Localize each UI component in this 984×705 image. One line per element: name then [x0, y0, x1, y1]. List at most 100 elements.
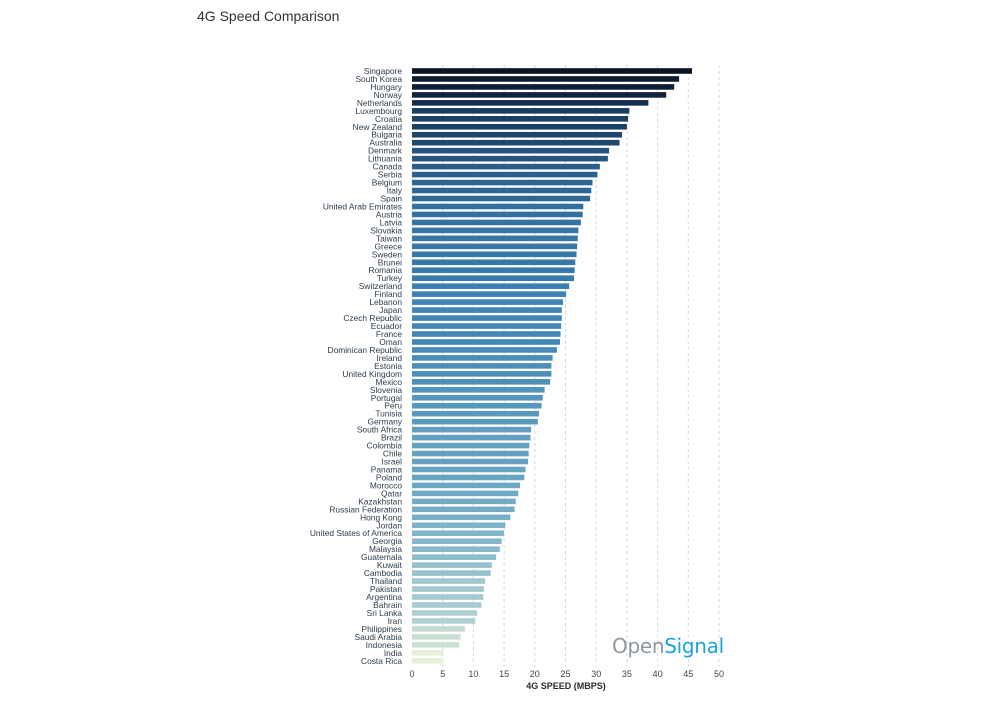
bar-ecuador: [412, 323, 562, 329]
bar-canada: [412, 163, 600, 170]
bar-czech-republic: [412, 315, 562, 321]
x-tick-20: 20: [530, 669, 540, 679]
bar-mexico: [412, 379, 551, 385]
label-sri-lanka: Sri Lanka: [367, 608, 403, 618]
bar-pakistan: [412, 586, 484, 592]
label-bulgaria: Bulgaria: [371, 130, 402, 140]
x-axis-title: 4G SPEED (MBPS): [526, 681, 606, 691]
bar-qatar: [412, 490, 519, 497]
label-greece: Greece: [375, 241, 403, 251]
label-tunisia: Tunisia: [375, 409, 402, 419]
bar-united-kingdom: [412, 371, 552, 377]
bar-italy: [412, 187, 592, 194]
label-south-korea: South Korea: [355, 74, 402, 84]
label-iran: Iran: [388, 616, 403, 626]
label-canada: Canada: [373, 162, 403, 172]
bar-norway: [412, 92, 667, 98]
label-hungary: Hungary: [370, 82, 402, 92]
bars-group: [412, 68, 692, 664]
bar-brazil: [412, 434, 531, 441]
x-tick-50: 50: [714, 669, 724, 679]
label-panama: Panama: [371, 464, 403, 474]
bar-germany: [412, 418, 538, 425]
label-singapore: Singapore: [364, 66, 403, 76]
x-tick-10: 10: [468, 669, 478, 679]
label-cambodia: Cambodia: [364, 568, 403, 578]
opensignal-watermark: OpenSignal: [612, 634, 724, 658]
bar-morocco: [412, 482, 521, 489]
label-new-zealand: New Zealand: [353, 122, 403, 132]
x-tick-5: 5: [440, 669, 445, 679]
label-ecuador: Ecuador: [371, 321, 402, 331]
bar-hungary: [412, 84, 675, 90]
bar-lebanon: [412, 299, 564, 305]
label-russian-federation: Russian Federation: [329, 504, 402, 514]
label-brazil: Brazil: [381, 433, 402, 443]
bar-malaysia: [412, 546, 500, 552]
label-dominican-republic: Dominican Republic: [328, 345, 402, 355]
bar-oman: [412, 339, 560, 345]
label-france: France: [376, 329, 402, 339]
bar-bulgaria: [412, 131, 622, 138]
label-georgia: Georgia: [372, 536, 402, 546]
label-united-states-of-america: United States of America: [310, 528, 403, 538]
bar-south-korea: [412, 76, 680, 82]
label-serbia: Serbia: [378, 170, 403, 180]
watermark-open: Open: [612, 634, 665, 658]
label-belgium: Belgium: [372, 178, 402, 188]
bar-brunei: [412, 259, 576, 266]
label-oman: Oman: [379, 337, 402, 347]
label-malaysia: Malaysia: [369, 544, 402, 554]
label-italy: Italy: [387, 186, 403, 196]
bar-costa-rica: [412, 657, 444, 664]
bar-colombia: [412, 442, 530, 449]
bar-belgium: [412, 179, 593, 186]
watermark-signal: Signal: [664, 634, 724, 658]
bar-guatemala: [412, 554, 497, 560]
label-india: India: [384, 648, 403, 658]
label-united-arab-emirates: United Arab Emirates: [323, 201, 402, 211]
label-thailand: Thailand: [370, 576, 402, 586]
x-tick-30: 30: [591, 669, 601, 679]
label-israel: Israel: [382, 457, 403, 467]
bar-singapore: [412, 68, 692, 74]
bar-switzerland: [412, 283, 570, 289]
bar-argentina: [412, 594, 484, 600]
bar-australia: [412, 139, 620, 146]
bar-georgia: [412, 538, 502, 545]
label-chile: Chile: [383, 449, 402, 459]
label-slovakia: Slovakia: [370, 225, 402, 235]
label-estonia: Estonia: [374, 361, 402, 371]
bar-chile: [412, 450, 529, 457]
label-latvia: Latvia: [380, 217, 403, 227]
label-norway: Norway: [374, 90, 403, 100]
label-sweden: Sweden: [372, 249, 403, 259]
label-united-kingdom: United Kingdom: [342, 369, 402, 379]
label-czech-republic: Czech Republic: [343, 313, 402, 323]
label-jordan: Jordan: [376, 520, 402, 530]
label-hong-kong: Hong Kong: [360, 512, 402, 522]
label-japan: Japan: [379, 305, 402, 315]
label-australia: Australia: [369, 138, 402, 148]
bar-denmark: [412, 147, 610, 154]
label-qatar: Qatar: [381, 488, 402, 498]
x-tick-0: 0: [409, 669, 414, 679]
bar-philippines: [412, 626, 465, 632]
label-guatemala: Guatemala: [361, 552, 402, 562]
label-bahrain: Bahrain: [373, 600, 402, 610]
label-costa-rica: Costa Rica: [361, 656, 402, 666]
label-denmark: Denmark: [368, 146, 403, 156]
bar-india: [412, 649, 444, 656]
label-finland: Finland: [375, 289, 403, 299]
bar-panama: [412, 466, 526, 473]
label-luxembourg: Luxembourg: [355, 106, 402, 116]
label-taiwan: Taiwan: [376, 233, 402, 243]
bar-slovenia: [412, 386, 545, 393]
bar-cambodia: [412, 570, 491, 576]
chart-title: 4G Speed Comparison: [197, 8, 340, 24]
bar-bahrain: [412, 602, 482, 608]
label-romania: Romania: [368, 265, 402, 275]
bar-luxembourg: [412, 108, 630, 114]
